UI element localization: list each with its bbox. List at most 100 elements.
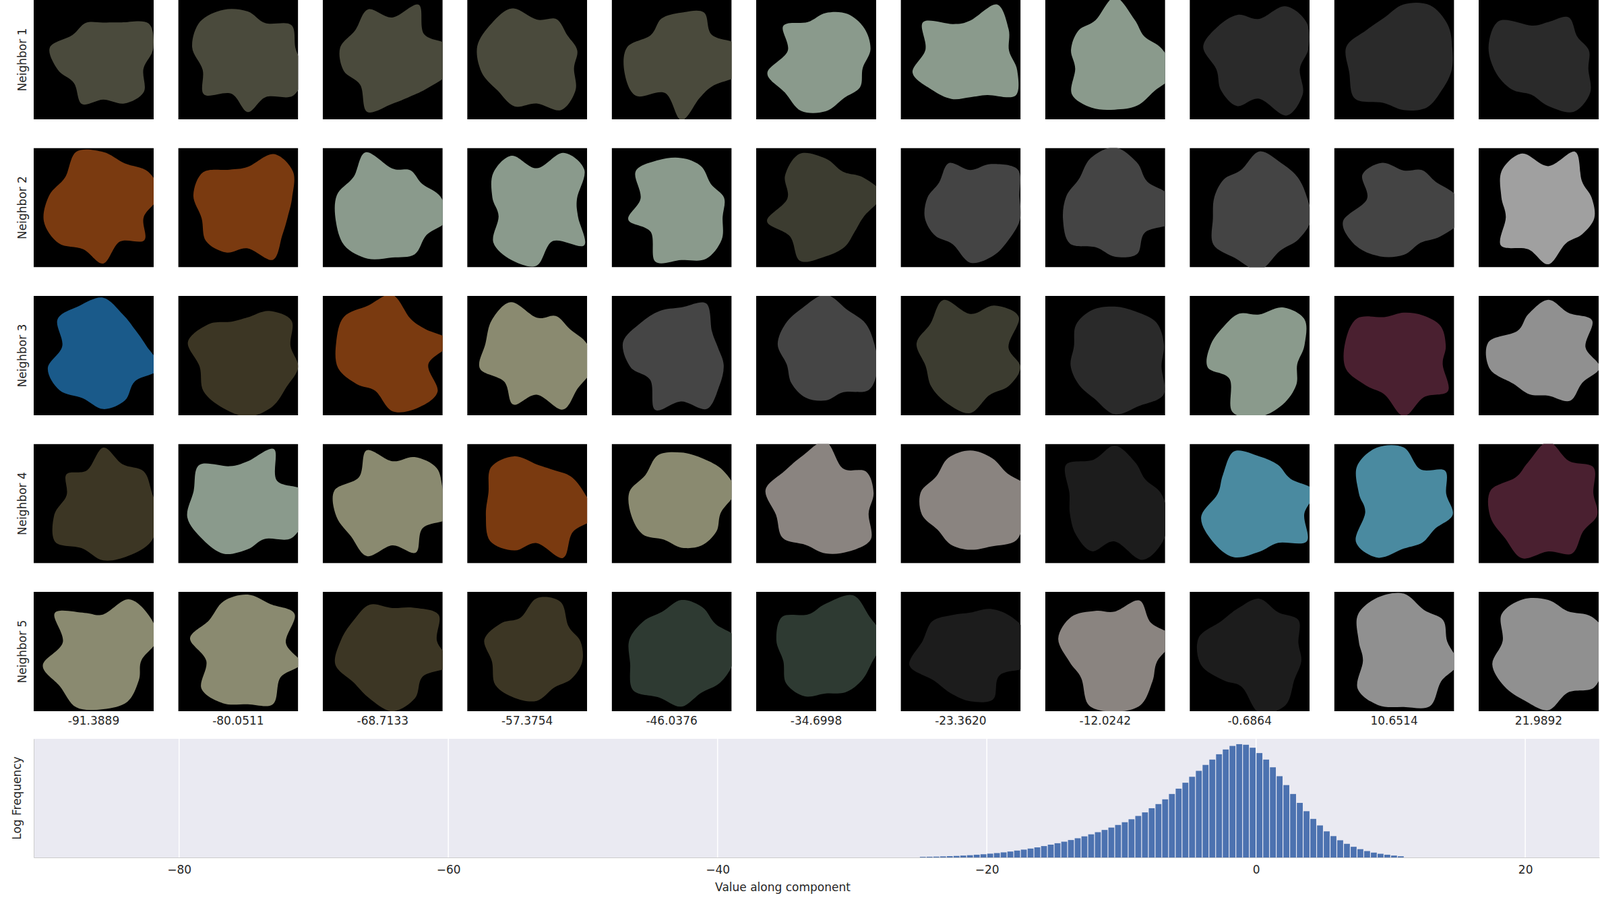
grid-line <box>1524 738 1526 858</box>
thumbnail <box>33 148 154 268</box>
thumbnail-patch <box>193 154 295 261</box>
thumbnail-background <box>900 148 1021 268</box>
thumbnail-background <box>467 0 588 120</box>
histogram-bar <box>953 855 960 858</box>
thumbnail <box>756 444 877 564</box>
figure: Neighbor 1Neighbor 2Neighbor 3Neighbor 4… <box>0 0 1600 906</box>
axis-line <box>34 857 1600 858</box>
histogram-bar <box>1054 843 1061 858</box>
thumbnail-patch <box>1064 445 1166 560</box>
column-label: 10.6514 <box>1370 713 1418 728</box>
thumbnail-patch <box>43 599 154 710</box>
histogram-bar <box>946 855 953 858</box>
histogram-bar <box>1242 744 1249 858</box>
histogram-bar <box>1215 754 1222 858</box>
thumbnail-patch <box>628 452 732 549</box>
histogram-bar <box>1000 851 1007 858</box>
thumbnail-patch <box>1486 299 1599 402</box>
row-label: Neighbor 5 <box>15 620 29 684</box>
histogram-bar <box>1229 746 1236 858</box>
x-tick-label: 0 <box>1252 862 1261 877</box>
histogram-bar <box>940 855 947 858</box>
thumbnail <box>467 444 588 564</box>
thumbnail <box>1189 295 1310 416</box>
thumbnail-background <box>33 0 154 120</box>
histogram-bar <box>1357 849 1364 858</box>
histogram-bar <box>1256 752 1263 858</box>
histogram-bar <box>1269 766 1276 858</box>
x-tick-label: −80 <box>167 862 192 877</box>
histogram-bar <box>960 855 967 858</box>
thumbnail-patch <box>491 152 586 267</box>
x-tick: −80 <box>167 857 192 877</box>
x-axis: −80−60−40−20020 <box>34 857 1600 877</box>
thumbnail <box>611 295 732 416</box>
thumbnail-patch <box>1206 307 1307 416</box>
x-axis-title: Value along component <box>715 880 851 894</box>
thumbnail-patch <box>47 297 154 410</box>
thumbnail <box>1045 0 1166 120</box>
thumbnail-patch <box>1500 151 1596 265</box>
thumbnail <box>177 148 298 268</box>
thumbnail <box>1045 148 1166 268</box>
column-label: -12.0242 <box>1079 713 1131 728</box>
thumbnail <box>611 148 732 268</box>
thumbnail-patch <box>1201 450 1310 558</box>
histogram-bar <box>1343 843 1350 858</box>
thumbnail-patch <box>1058 599 1166 712</box>
histogram-bar <box>1330 835 1337 858</box>
thumbnail-patch <box>628 157 725 264</box>
histogram-bar <box>1014 850 1021 858</box>
column-label: -34.6998 <box>790 713 842 728</box>
thumbnail-background <box>1478 0 1599 120</box>
histogram-bar <box>987 853 994 858</box>
histogram-bar <box>1364 850 1371 858</box>
thumbnail-patch <box>339 4 443 113</box>
histogram-bar <box>1048 844 1055 858</box>
thumbnail-patch <box>335 295 443 413</box>
histogram-bar <box>1034 847 1041 858</box>
histogram-bar <box>1021 849 1028 858</box>
histogram-bar <box>1323 831 1330 858</box>
histogram-bar <box>1249 747 1256 858</box>
histogram-bar <box>1115 824 1122 858</box>
thumbnail-patch <box>1070 0 1166 110</box>
thumbnail-patch <box>479 301 588 410</box>
thumbnail-patch <box>1342 162 1454 257</box>
column-label: 21.9892 <box>1515 713 1563 728</box>
thumbnail-patch <box>1492 597 1599 711</box>
histogram-bar <box>1027 848 1034 858</box>
thumbnail <box>33 295 154 416</box>
histogram-bar <box>933 856 940 858</box>
thumbnail <box>900 444 1021 564</box>
histogram-bar <box>1088 834 1095 858</box>
thumbnail <box>756 591 877 712</box>
thumbnail <box>1478 148 1599 268</box>
thumbnail-background <box>1334 0 1455 120</box>
thumbnail <box>1478 444 1599 564</box>
column-label: -91.3889 <box>68 713 120 728</box>
histogram-bar <box>919 856 927 858</box>
histogram-bar <box>967 855 974 858</box>
histogram-bar <box>1155 804 1162 858</box>
column-label: -46.0376 <box>645 713 697 728</box>
thumbnail-background <box>1334 444 1455 564</box>
thumbnail-patch <box>334 603 443 712</box>
histogram-bar <box>1095 832 1102 858</box>
thumbnail <box>177 444 298 564</box>
histogram-bar <box>1316 824 1323 858</box>
y-axis <box>33 739 35 858</box>
histogram-bar <box>980 853 987 858</box>
thumbnail-background <box>467 591 588 712</box>
thumbnail <box>1334 0 1455 120</box>
thumbnail <box>467 591 588 712</box>
x-tick: −60 <box>436 857 461 877</box>
bars <box>919 744 1404 858</box>
thumbnail-patch <box>766 152 877 263</box>
thumbnail-background <box>467 148 588 268</box>
x-tick-label: −60 <box>436 862 461 877</box>
plot-background <box>33 738 1600 858</box>
thumbnail <box>1478 0 1599 120</box>
thumbnail-patch <box>334 152 443 260</box>
column-label: -0.6864 <box>1227 713 1272 728</box>
